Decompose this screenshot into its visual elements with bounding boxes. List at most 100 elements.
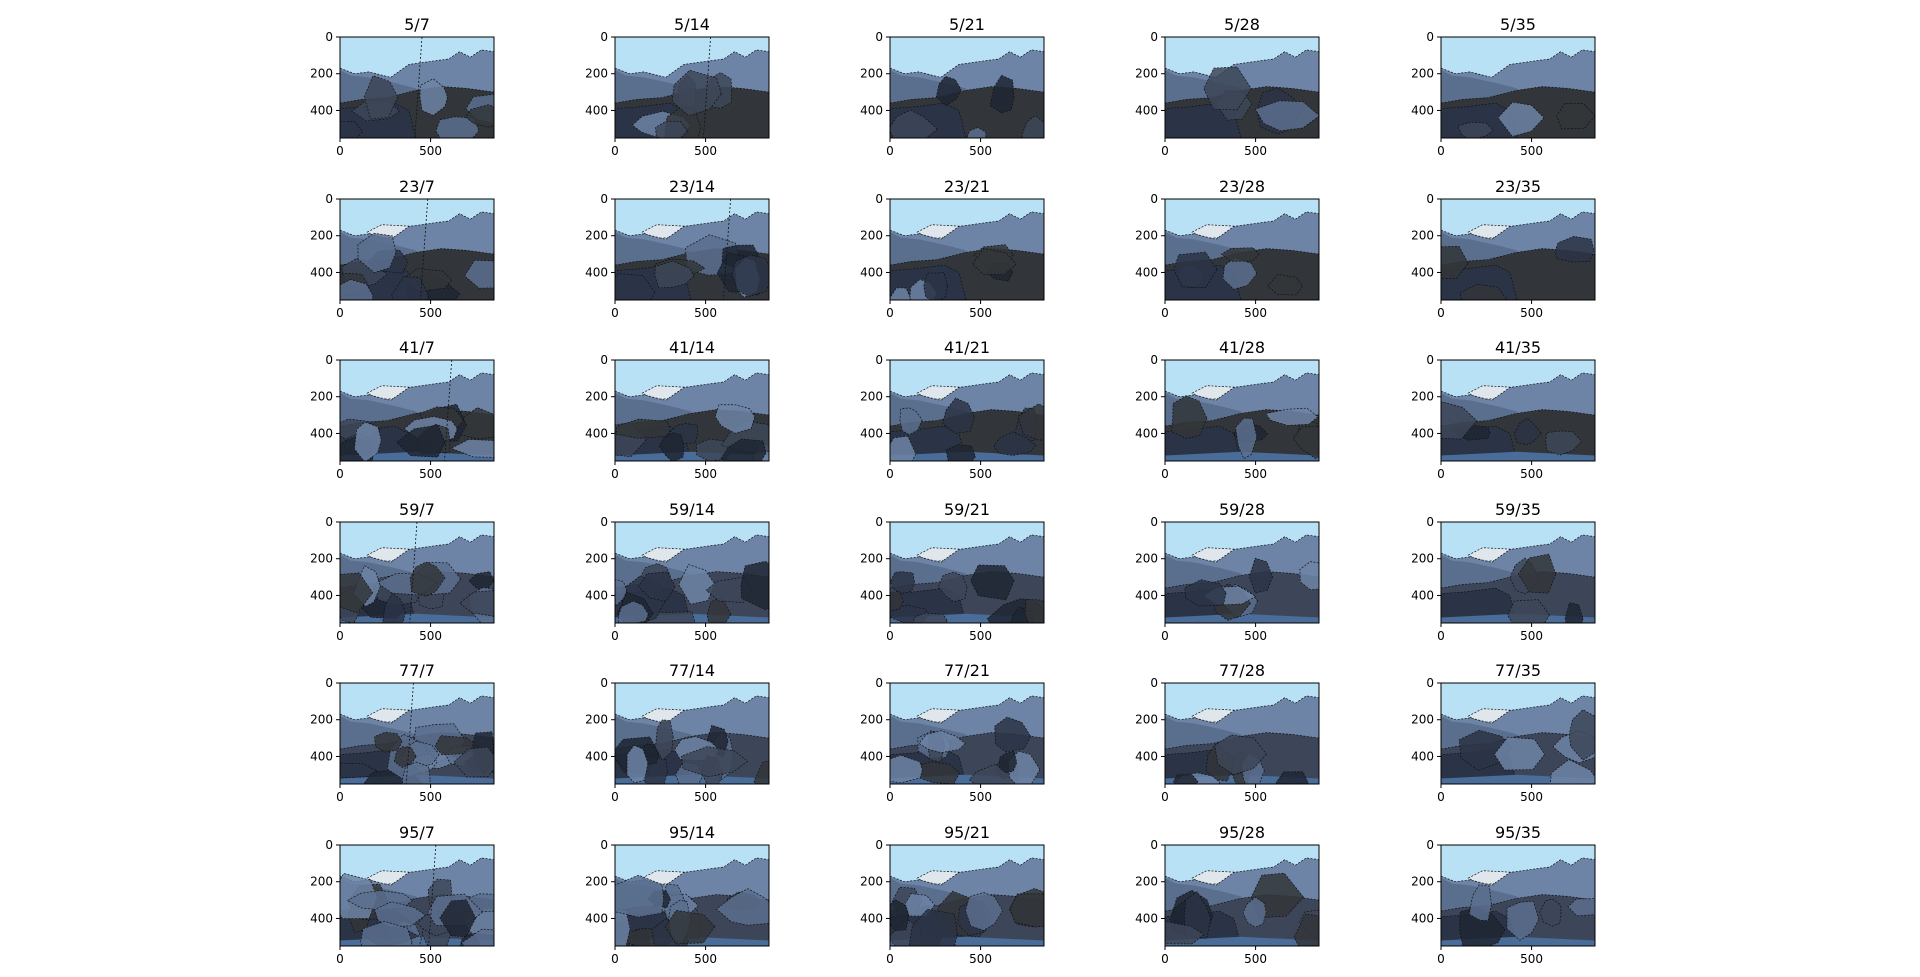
segment <box>1184 579 1227 607</box>
panel-title: 41/35 <box>1495 338 1541 357</box>
y-tick-label: 400 <box>1411 588 1434 602</box>
y-tick-label: 200 <box>310 390 333 404</box>
segment-boundary <box>405 683 414 784</box>
segment <box>1275 771 1309 784</box>
segment <box>1506 900 1540 941</box>
panel: 41/21 0 200 400 0 500 <box>860 338 1045 481</box>
segment <box>1299 561 1319 591</box>
segment <box>1539 898 1562 927</box>
segmented-image <box>1165 522 1319 623</box>
y-tick-label: 200 <box>1135 875 1158 889</box>
panel-title: 41/21 <box>944 338 990 357</box>
panel-title: 23/14 <box>669 177 715 196</box>
axes-frame <box>1440 844 1596 947</box>
segmented-image <box>890 522 1044 623</box>
segment <box>1459 283 1507 300</box>
segment <box>1567 898 1595 917</box>
segmented-image <box>1165 199 1319 300</box>
segment <box>1021 115 1044 138</box>
y-tick-label: 0 <box>1150 353 1158 367</box>
y-tick-label: 400 <box>585 911 608 925</box>
y-tick-label: 0 <box>875 676 883 690</box>
segment <box>1441 401 1478 440</box>
axes-frame <box>889 844 1045 947</box>
segment <box>1165 921 1205 945</box>
segment <box>999 750 1018 774</box>
axes-frame <box>889 36 1045 139</box>
panel: 41/28 0 200 400 0 500 <box>1135 338 1320 481</box>
segment-boundary <box>722 199 732 300</box>
panel-title: 59/35 <box>1495 500 1541 519</box>
segment <box>740 561 769 610</box>
y-tick-label: 0 <box>325 676 333 690</box>
y-tick-label: 400 <box>1411 426 1434 440</box>
segmented-image <box>1441 199 1595 300</box>
segment <box>1458 729 1512 771</box>
segment <box>899 407 923 436</box>
segment <box>1264 407 1319 426</box>
segment <box>1254 100 1319 132</box>
x-tick-label: 500 <box>694 467 717 481</box>
axes-frame <box>1440 682 1596 785</box>
segment <box>994 716 1032 753</box>
segment <box>396 424 446 458</box>
x-tick-label: 0 <box>1437 306 1445 320</box>
segment <box>890 109 939 138</box>
segment <box>654 260 695 289</box>
panel-title: 5/7 <box>404 15 430 34</box>
y-tick-label: 0 <box>875 515 883 529</box>
y-tick-label: 200 <box>585 229 608 243</box>
segment-boundary <box>409 522 418 623</box>
y-tick-label: 0 <box>1150 676 1158 690</box>
segment <box>460 928 494 946</box>
y-tick-label: 400 <box>585 588 608 602</box>
y-tick-label: 200 <box>585 552 608 566</box>
y-tick-label: 400 <box>1135 265 1158 279</box>
x-tick-label: 500 <box>419 144 442 158</box>
y-tick-label: 200 <box>310 67 333 81</box>
segment <box>390 276 429 300</box>
segment <box>453 746 494 778</box>
segment-boundary <box>414 37 423 138</box>
x-tick-label: 0 <box>1437 629 1445 643</box>
segmented-image <box>615 199 769 300</box>
segment <box>1292 425 1319 459</box>
x-tick-label: 500 <box>1244 629 1267 643</box>
x-tick-label: 500 <box>694 306 717 320</box>
panel: 77/7 0 200 400 0 500 <box>310 661 495 804</box>
y-tick-label: 200 <box>1411 875 1434 889</box>
panel: 95/7 0 200 400 0 500 <box>310 823 495 966</box>
x-tick-label: 0 <box>1161 790 1169 804</box>
y-tick-label: 200 <box>585 713 608 727</box>
y-tick-label: 0 <box>1150 30 1158 44</box>
y-tick-label: 200 <box>1135 552 1158 566</box>
segment <box>1556 102 1595 130</box>
segmented-image <box>615 360 769 461</box>
panel: 59/14 0 200 400 0 500 <box>585 500 770 643</box>
axes-frame <box>889 359 1045 462</box>
panel-title: 5/21 <box>949 15 985 34</box>
segmented-image <box>340 360 494 461</box>
segmented-image <box>890 360 1044 461</box>
panel: 95/14 0 200 400 0 500 <box>585 823 770 966</box>
y-tick-label: 200 <box>1135 713 1158 727</box>
y-tick-label: 200 <box>310 229 333 243</box>
y-tick-label: 0 <box>325 353 333 367</box>
segment <box>655 719 674 761</box>
panel: 23/21 0 200 400 0 500 <box>860 177 1045 320</box>
y-tick-label: 0 <box>1426 838 1434 852</box>
y-tick-label: 200 <box>860 67 883 81</box>
x-tick-label: 500 <box>969 144 992 158</box>
x-tick-label: 0 <box>336 629 344 643</box>
foreground-left-region <box>1441 587 1518 623</box>
panel: 77/35 0 200 400 0 500 <box>1411 661 1596 804</box>
segmented-image <box>615 522 769 623</box>
panel: 59/28 0 200 400 0 500 <box>1135 500 1320 643</box>
y-tick-label: 0 <box>875 838 883 852</box>
y-tick-label: 200 <box>860 713 883 727</box>
x-tick-label: 500 <box>694 952 717 966</box>
segmented-image <box>340 522 494 623</box>
axes-frame <box>1164 359 1320 462</box>
x-tick-label: 0 <box>336 144 344 158</box>
segment <box>890 899 910 931</box>
